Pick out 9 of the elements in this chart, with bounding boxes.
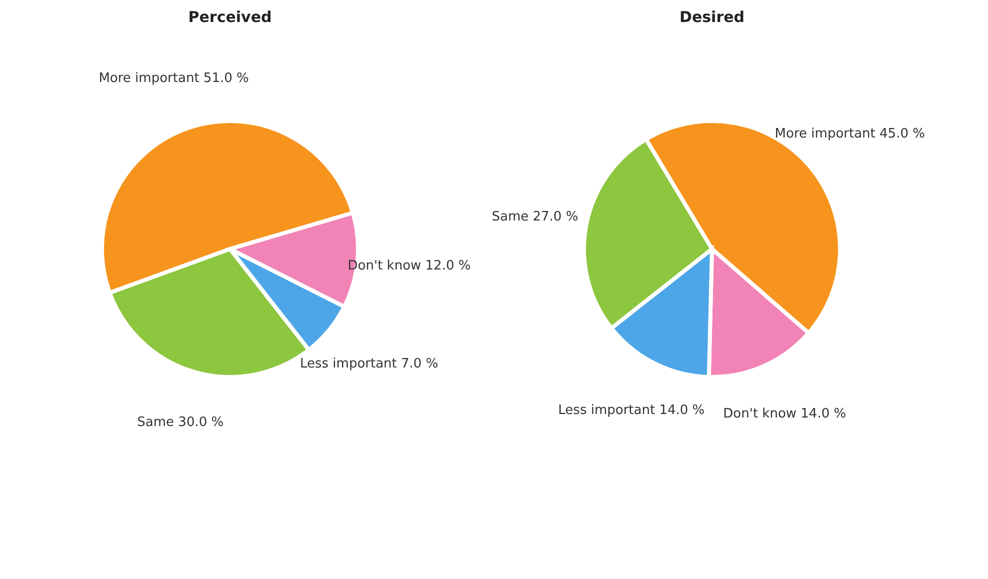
- slice-label: Don't know 14.0 %: [723, 406, 846, 422]
- slice-label: Same 27.0 %: [492, 210, 578, 225]
- slice-label: Less important 14.0 %: [558, 402, 705, 418]
- slice-label: More important 51.0 %: [98, 71, 249, 86]
- chart-title: Perceived: [188, 8, 272, 26]
- chart-title: Desired: [679, 8, 745, 26]
- slice-label: Less important 7.0 %: [300, 356, 438, 372]
- slice-label: More important 45.0 %: [774, 126, 925, 142]
- slice-label: Same 30.0 %: [137, 415, 224, 430]
